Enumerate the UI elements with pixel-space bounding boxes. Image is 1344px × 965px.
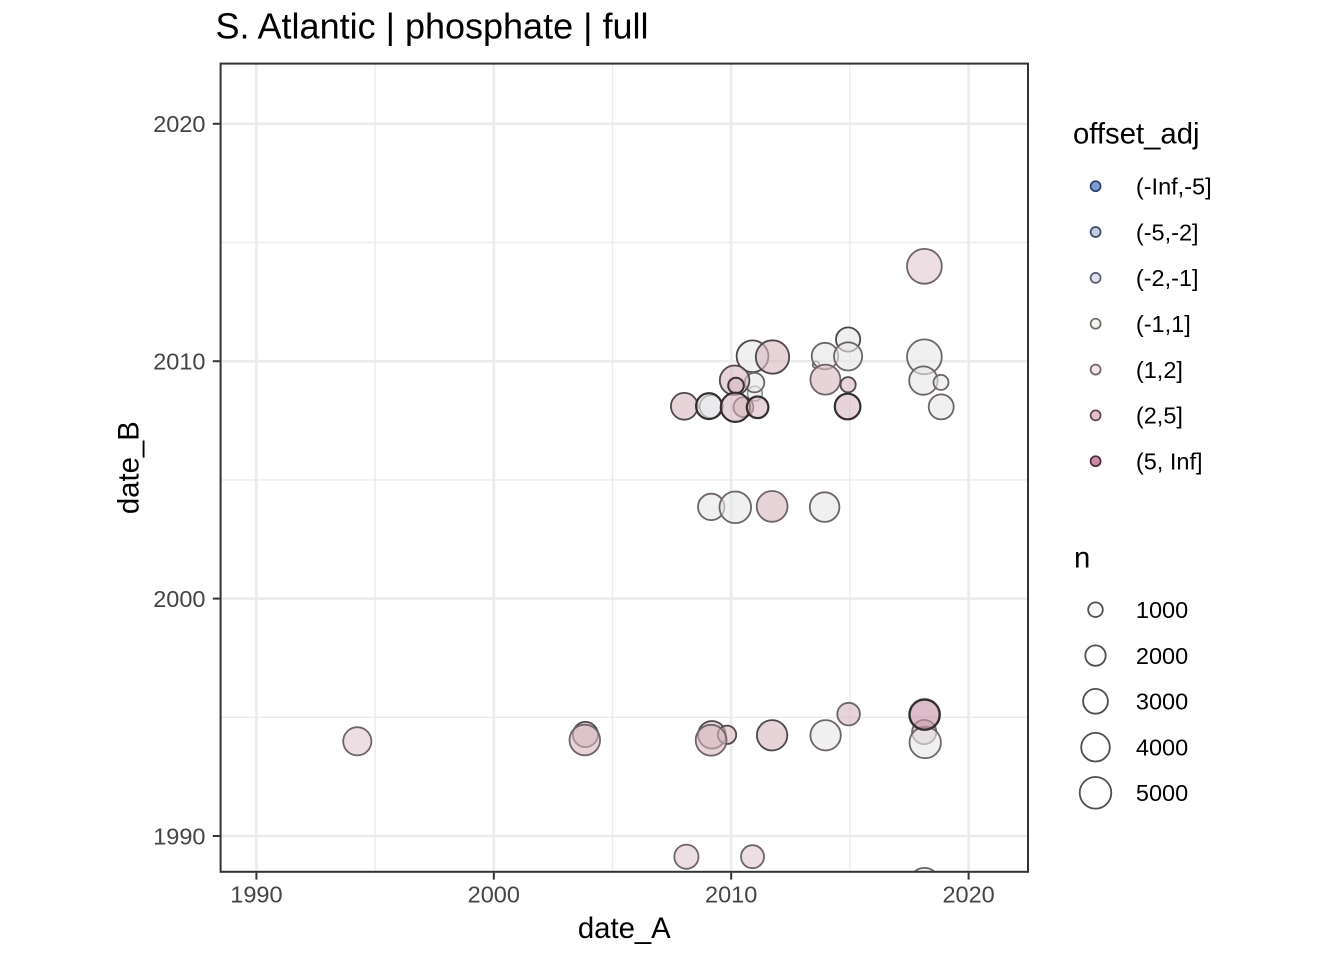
svg-text:2010: 2010 xyxy=(705,882,757,908)
svg-text:(-2,-1]: (-2,-1] xyxy=(1136,265,1199,291)
svg-text:1990: 1990 xyxy=(230,882,282,908)
svg-text:2010: 2010 xyxy=(153,349,205,375)
svg-text:(1,2]: (1,2] xyxy=(1136,357,1183,383)
svg-text:(-Inf,-5]: (-Inf,-5] xyxy=(1136,174,1212,200)
svg-text:5000: 5000 xyxy=(1136,780,1188,806)
svg-text:2020: 2020 xyxy=(153,111,205,137)
svg-text:n: n xyxy=(1074,542,1090,575)
svg-text:4000: 4000 xyxy=(1136,735,1188,761)
svg-text:3000: 3000 xyxy=(1136,689,1188,715)
svg-text:2000: 2000 xyxy=(153,586,205,612)
svg-text:(-1,1]: (-1,1] xyxy=(1136,311,1191,337)
svg-text:(2,5]: (2,5] xyxy=(1136,403,1183,429)
svg-text:1000: 1000 xyxy=(1136,597,1188,623)
svg-text:date_B: date_B xyxy=(113,421,146,514)
svg-text:(-5,-2]: (-5,-2] xyxy=(1136,219,1199,245)
svg-text:offset_adj: offset_adj xyxy=(1073,118,1200,151)
svg-text:2020: 2020 xyxy=(942,882,994,908)
svg-text:1990: 1990 xyxy=(153,823,205,849)
svg-text:date_A: date_A xyxy=(578,912,671,945)
svg-text:2000: 2000 xyxy=(468,882,520,908)
svg-text:S. Atlantic | phosphate | full: S. Atlantic | phosphate | full xyxy=(216,6,649,47)
svg-text:(5, Inf]: (5, Inf] xyxy=(1136,449,1203,475)
svg-text:2000: 2000 xyxy=(1136,643,1188,669)
